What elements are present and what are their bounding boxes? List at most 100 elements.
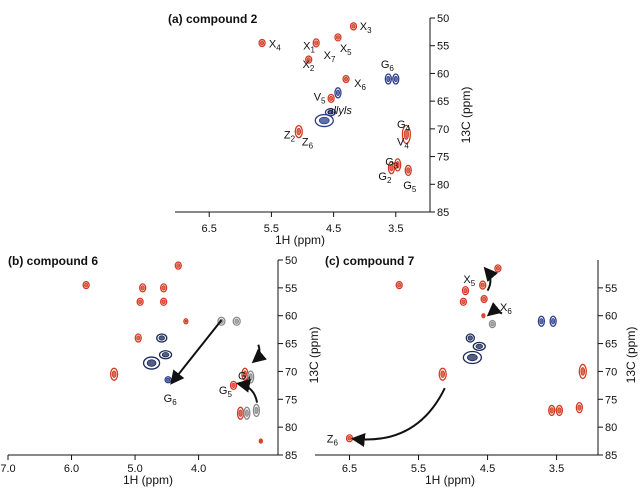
peak-label-base: X xyxy=(360,21,368,33)
peak xyxy=(395,280,403,290)
x-tick-label: 6.0 xyxy=(64,463,79,475)
peak-label-base: X xyxy=(463,274,471,286)
peak-label-subscript: 3 xyxy=(367,26,372,35)
peak-label-subscript: 5 xyxy=(321,97,326,106)
x-tick-label: 4.5 xyxy=(326,223,341,235)
peak xyxy=(459,297,468,306)
peak xyxy=(258,438,263,444)
peak xyxy=(334,33,342,42)
panel-title: (c) compound 7 xyxy=(325,254,415,268)
peak-label-subscript: 5 xyxy=(347,48,352,57)
peak-label: V4 xyxy=(397,137,409,151)
panel-3: (c) compound 76.5 5.5 4.5 3.555606570758085… xyxy=(315,254,638,487)
peak xyxy=(258,38,266,48)
y-tick-label: 85 xyxy=(437,207,449,219)
panel-title: (a) compound 2 xyxy=(168,12,258,26)
peak-label: G6 xyxy=(381,59,395,73)
x-tick-label: 5.0 xyxy=(127,463,142,475)
peak-label: Z2 xyxy=(284,129,296,143)
x-tick-label: 3.5 xyxy=(549,463,564,475)
peak-label-subscript: 6 xyxy=(172,398,177,407)
y-tick-label: 55 xyxy=(605,283,617,295)
peak-label-subscript: 5 xyxy=(412,185,417,194)
peak-label-subscript: 6 xyxy=(309,142,314,151)
assignment-arrow xyxy=(170,319,223,385)
peak-label-base: V xyxy=(314,92,322,104)
peak xyxy=(392,73,400,85)
peak-label: X6 xyxy=(354,78,366,92)
peak xyxy=(158,350,173,360)
y-tick-label: 70 xyxy=(605,366,617,378)
peak-label-base: allyls xyxy=(327,105,352,117)
peak-label: G5 xyxy=(403,180,417,194)
peak xyxy=(537,315,546,327)
peak-label: G2 xyxy=(378,171,392,185)
peak-label: X5 xyxy=(463,274,475,288)
peak-label-base: G xyxy=(397,119,406,131)
peak-label: G3 xyxy=(385,157,399,171)
peak xyxy=(384,73,392,85)
peak xyxy=(555,404,563,417)
peak-label: G4 xyxy=(397,119,411,133)
peak xyxy=(134,333,142,343)
y-tick-label: 75 xyxy=(285,394,297,406)
peak-label-base: G xyxy=(219,385,228,397)
peak xyxy=(232,316,241,326)
peak-label: X6 xyxy=(500,302,512,316)
y-tick-label: 50 xyxy=(285,255,297,267)
peak xyxy=(82,280,90,290)
peak-label: allyls xyxy=(327,105,352,117)
peak xyxy=(314,113,334,128)
y-tick-label: 80 xyxy=(605,422,617,434)
y-tick-label: 60 xyxy=(285,311,297,323)
peak-label: Z6 xyxy=(327,433,339,447)
peak-label-base: G xyxy=(381,59,390,71)
peak xyxy=(312,38,320,48)
y-axis-label: 13C (ppm) xyxy=(459,87,473,144)
y-tick-label: 85 xyxy=(605,450,617,462)
peak xyxy=(394,158,402,172)
peak xyxy=(472,341,486,352)
peak-label-subscript: 7 xyxy=(331,55,336,64)
y-tick-label: 65 xyxy=(285,339,297,351)
peak-label-subscript: 5 xyxy=(471,279,476,288)
peak xyxy=(136,297,144,306)
peak-label-base: G xyxy=(378,171,387,183)
peak-label: X1 xyxy=(303,41,315,55)
peak-label: X2 xyxy=(303,59,315,73)
peak-label-subscript: 5 xyxy=(227,390,232,399)
peak xyxy=(243,406,251,420)
peak-label: X4 xyxy=(269,38,281,52)
peak xyxy=(438,367,447,381)
x-tick-label: 4.5 xyxy=(480,463,495,475)
peak-label-base: Z xyxy=(302,137,309,149)
x-tick-label: 5.5 xyxy=(264,223,279,235)
y-axis-label: 13C (ppm) xyxy=(624,327,638,384)
peak xyxy=(294,124,303,139)
peak-label: G5 xyxy=(219,385,233,399)
peak-label-subscript: 2 xyxy=(310,64,315,73)
y-tick-label: 70 xyxy=(285,366,297,378)
peak-label-subscript: 6 xyxy=(333,438,338,447)
x-axis-label: 1H (ppm) xyxy=(275,233,325,247)
peak xyxy=(465,333,475,343)
peak xyxy=(401,124,412,145)
y-tick-label: 60 xyxy=(605,311,617,323)
peak xyxy=(252,403,261,418)
assignment-arrow xyxy=(483,266,499,292)
assignment-arrow xyxy=(251,344,267,364)
panel-2: (b) compound 67.0 6.0 5.0 4.050556065707580… xyxy=(0,254,321,487)
peak-label-subscript: 1 xyxy=(310,46,315,55)
peak xyxy=(404,164,412,177)
x-tick-label: 6.5 xyxy=(202,223,217,235)
x-tick-label: 5.5 xyxy=(411,463,426,475)
y-tick-label: 60 xyxy=(437,68,449,80)
y-tick-label: 75 xyxy=(437,152,449,164)
peak-label-subscript: 4 xyxy=(404,142,409,151)
y-tick-label: 65 xyxy=(437,96,449,108)
peak xyxy=(183,318,189,325)
peak-label: X5 xyxy=(340,43,352,57)
y-tick-label: 70 xyxy=(437,124,449,136)
x-tick-label: 7.0 xyxy=(0,463,15,475)
peak xyxy=(334,87,342,99)
